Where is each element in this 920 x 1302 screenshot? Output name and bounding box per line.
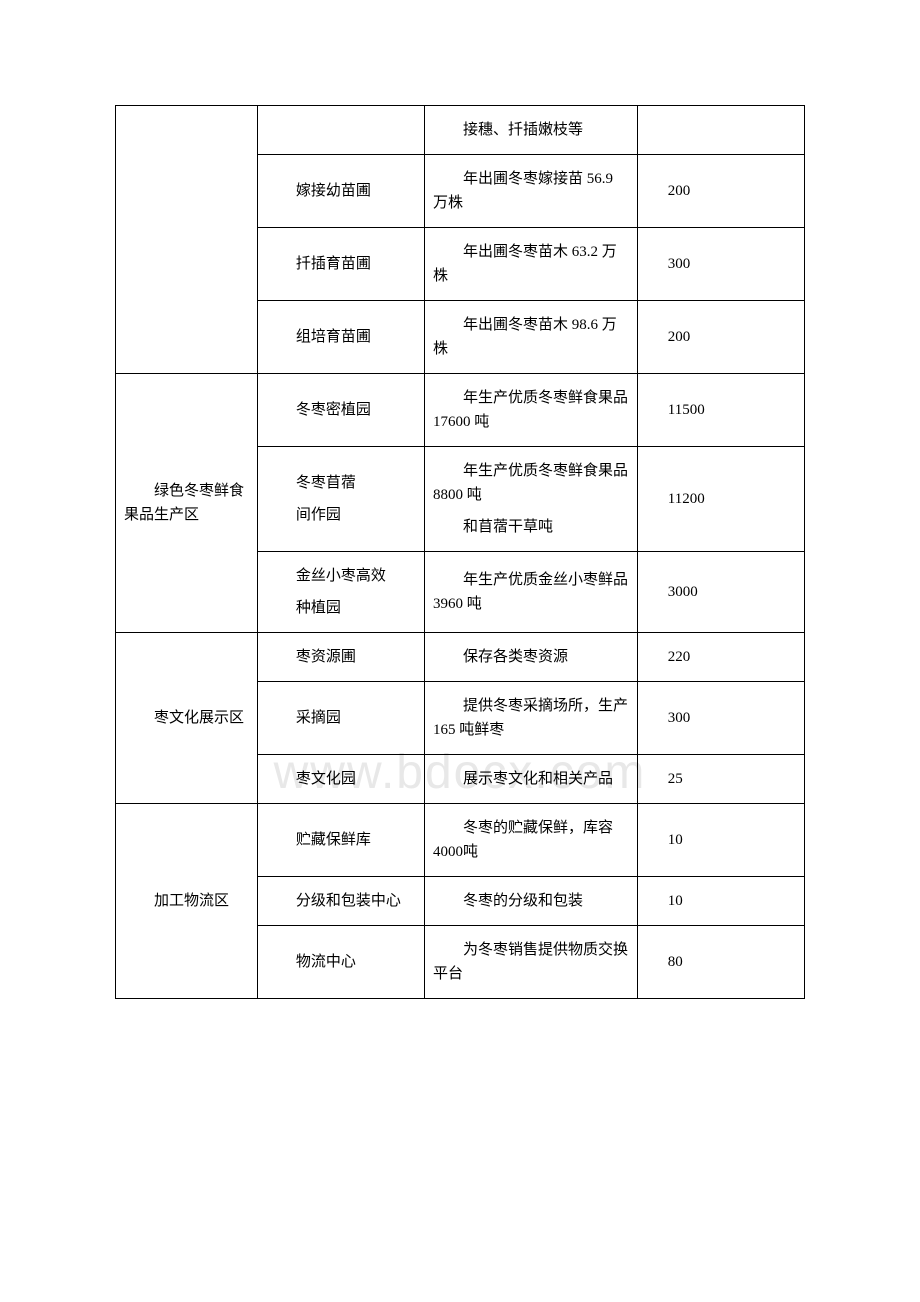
cell-item: 冬枣密植园: [257, 374, 424, 447]
cell-desc: 为冬枣销售提供物质交换平台: [425, 926, 638, 999]
cell-item: 冬枣苜蓿 间作园: [257, 447, 424, 552]
cell-value: 200: [637, 301, 804, 374]
cell-desc: 年生产优质冬枣鲜食果品17600 吨: [425, 374, 638, 447]
cell-value: 3000: [637, 552, 804, 633]
cell-desc: 展示枣文化和相关产品: [425, 755, 638, 804]
cell-line: 冬枣苜蓿: [266, 471, 416, 495]
cell-desc: 年出圃冬枣嫁接苗 56.9 万株: [425, 155, 638, 228]
cell-desc: 提供冬枣采摘场所，生产165 吨鲜枣: [425, 682, 638, 755]
cell-desc: 保存各类枣资源: [425, 633, 638, 682]
cell-item: 采摘园: [257, 682, 424, 755]
cell-value: 300: [637, 682, 804, 755]
data-table: 接穗、扦插嫩枝等 嫁接幼苗圃 年出圃冬枣嫁接苗 56.9 万株 200 扦插育苗…: [115, 105, 805, 999]
cell-line: 种植园: [266, 596, 416, 620]
page-container: www.bdocx.com 接穗、扦插嫩枝等 嫁接幼苗圃 年出圃冬枣嫁接苗 56…: [115, 105, 805, 999]
cell-desc: 年出圃冬枣苗木 63.2 万株: [425, 228, 638, 301]
cell-value: 10: [637, 804, 804, 877]
cell-value: 80: [637, 926, 804, 999]
table-row: 枣文化展示区 枣资源圃 保存各类枣资源 220: [116, 633, 805, 682]
cell-category: [116, 106, 258, 374]
cell-desc: 年生产优质金丝小枣鲜品3960 吨: [425, 552, 638, 633]
cell-value: 300: [637, 228, 804, 301]
cell-value: 200: [637, 155, 804, 228]
cell-item: 扦插育苗圃: [257, 228, 424, 301]
cell-value: 11500: [637, 374, 804, 447]
cell-item: 组培育苗圃: [257, 301, 424, 374]
cell-item: 贮藏保鲜库: [257, 804, 424, 877]
cell-value: 11200: [637, 447, 804, 552]
cell-desc: 冬枣的贮藏保鲜，库容 4000吨: [425, 804, 638, 877]
cell-value: 25: [637, 755, 804, 804]
cell-value: 10: [637, 877, 804, 926]
cell-item: 物流中心: [257, 926, 424, 999]
cell-category: 加工物流区: [116, 804, 258, 999]
cell-item: 嫁接幼苗圃: [257, 155, 424, 228]
table-body: 接穗、扦插嫩枝等 嫁接幼苗圃 年出圃冬枣嫁接苗 56.9 万株 200 扦插育苗…: [116, 106, 805, 999]
cell-item: [257, 106, 424, 155]
cell-value: 220: [637, 633, 804, 682]
cell-line: 金丝小枣高效: [266, 564, 416, 588]
cell-item: 枣资源圃: [257, 633, 424, 682]
cell-category: 枣文化展示区: [116, 633, 258, 804]
cell-desc: 年生产优质冬枣鲜食果品8800 吨 和苜蓿干草吨: [425, 447, 638, 552]
cell-item: 枣文化园: [257, 755, 424, 804]
cell-desc: 年出圃冬枣苗木 98.6 万株: [425, 301, 638, 374]
cell-line: 和苜蓿干草吨: [433, 515, 629, 539]
cell-item: 金丝小枣高效 种植园: [257, 552, 424, 633]
table-row: 接穗、扦插嫩枝等: [116, 106, 805, 155]
cell-line: 间作园: [266, 503, 416, 527]
cell-desc: 冬枣的分级和包装: [425, 877, 638, 926]
table-row: 绿色冬枣鲜食果品生产区 冬枣密植园 年生产优质冬枣鲜食果品17600 吨 115…: [116, 374, 805, 447]
cell-desc: 接穗、扦插嫩枝等: [425, 106, 638, 155]
cell-category: 绿色冬枣鲜食果品生产区: [116, 374, 258, 633]
table-row: 加工物流区 贮藏保鲜库 冬枣的贮藏保鲜，库容 4000吨 10: [116, 804, 805, 877]
cell-item: 分级和包装中心: [257, 877, 424, 926]
cell-value: [637, 106, 804, 155]
cell-line: 年生产优质冬枣鲜食果品8800 吨: [433, 459, 629, 507]
